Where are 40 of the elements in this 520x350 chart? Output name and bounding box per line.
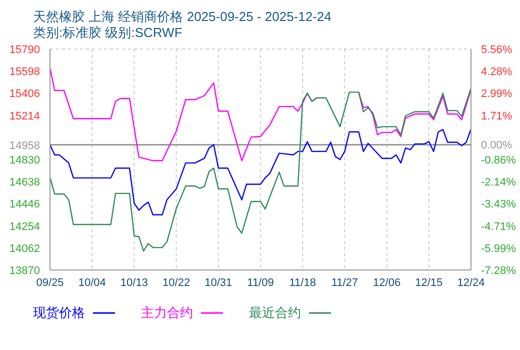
y2-tick-label: -5.99%: [481, 242, 516, 255]
x-tick-label: 11/27: [331, 276, 358, 289]
y2-tick-label: -2.14%: [481, 176, 516, 189]
y-tick-label: 13870: [9, 265, 40, 277]
y2-tick-label: -3.43%: [481, 198, 516, 211]
x-tick-label: 09/25: [36, 276, 64, 289]
y2-tick-label: 0.00%: [481, 140, 512, 152]
y-tick-label: 15790: [9, 44, 40, 56]
y2-tick-label: 1.71%: [481, 110, 512, 122]
y2-tick-label: -7.28%: [481, 265, 516, 277]
y-tick-label: 15214: [9, 110, 40, 122]
y-tick-label: 14062: [9, 242, 40, 255]
y-tick-label: 14254: [9, 220, 40, 233]
y-tick-label: 14958: [9, 140, 40, 152]
y-tick-label: 14830: [9, 154, 40, 166]
chart-subtitle: 类别:标准胶 级别:SCRWF: [33, 25, 184, 40]
x-tick-label: 10/22: [162, 276, 190, 289]
y-tick-label: 15598: [9, 66, 40, 78]
y-tick-label: 15406: [9, 88, 40, 100]
y2-tick-label: 2.99%: [481, 88, 512, 100]
x-tick-label: 12/06: [373, 276, 401, 289]
line-series: [50, 88, 471, 252]
x-tick-label: 12/24: [457, 276, 485, 289]
legend-label: 主力合约: [141, 304, 193, 322]
x-tick-label: 11/09: [247, 276, 274, 289]
y2-tick-label: -0.86%: [481, 154, 516, 166]
x-tick-label: 10/04: [78, 276, 106, 289]
x-tick-label: 10/13: [120, 276, 148, 289]
chart-title: 天然橡胶 上海 经销商价格 2025-09-25 - 2025-12-24: [33, 8, 332, 25]
x-tick-label: 11/18: [289, 276, 316, 289]
y2-tick-label: 4.28%: [481, 66, 512, 78]
y-tick-label: 14446: [9, 198, 40, 211]
legend-label: 最近合约: [249, 304, 301, 322]
line-series: [50, 128, 471, 216]
legend-label: 现货价格: [33, 304, 85, 322]
y2-tick-label: -4.71%: [481, 220, 516, 233]
x-tick-label: 12/15: [415, 276, 443, 289]
y-tick-label: 14638: [9, 176, 40, 189]
x-tick-label: 10/31: [204, 276, 232, 289]
y2-tick-label: 5.56%: [481, 44, 512, 56]
